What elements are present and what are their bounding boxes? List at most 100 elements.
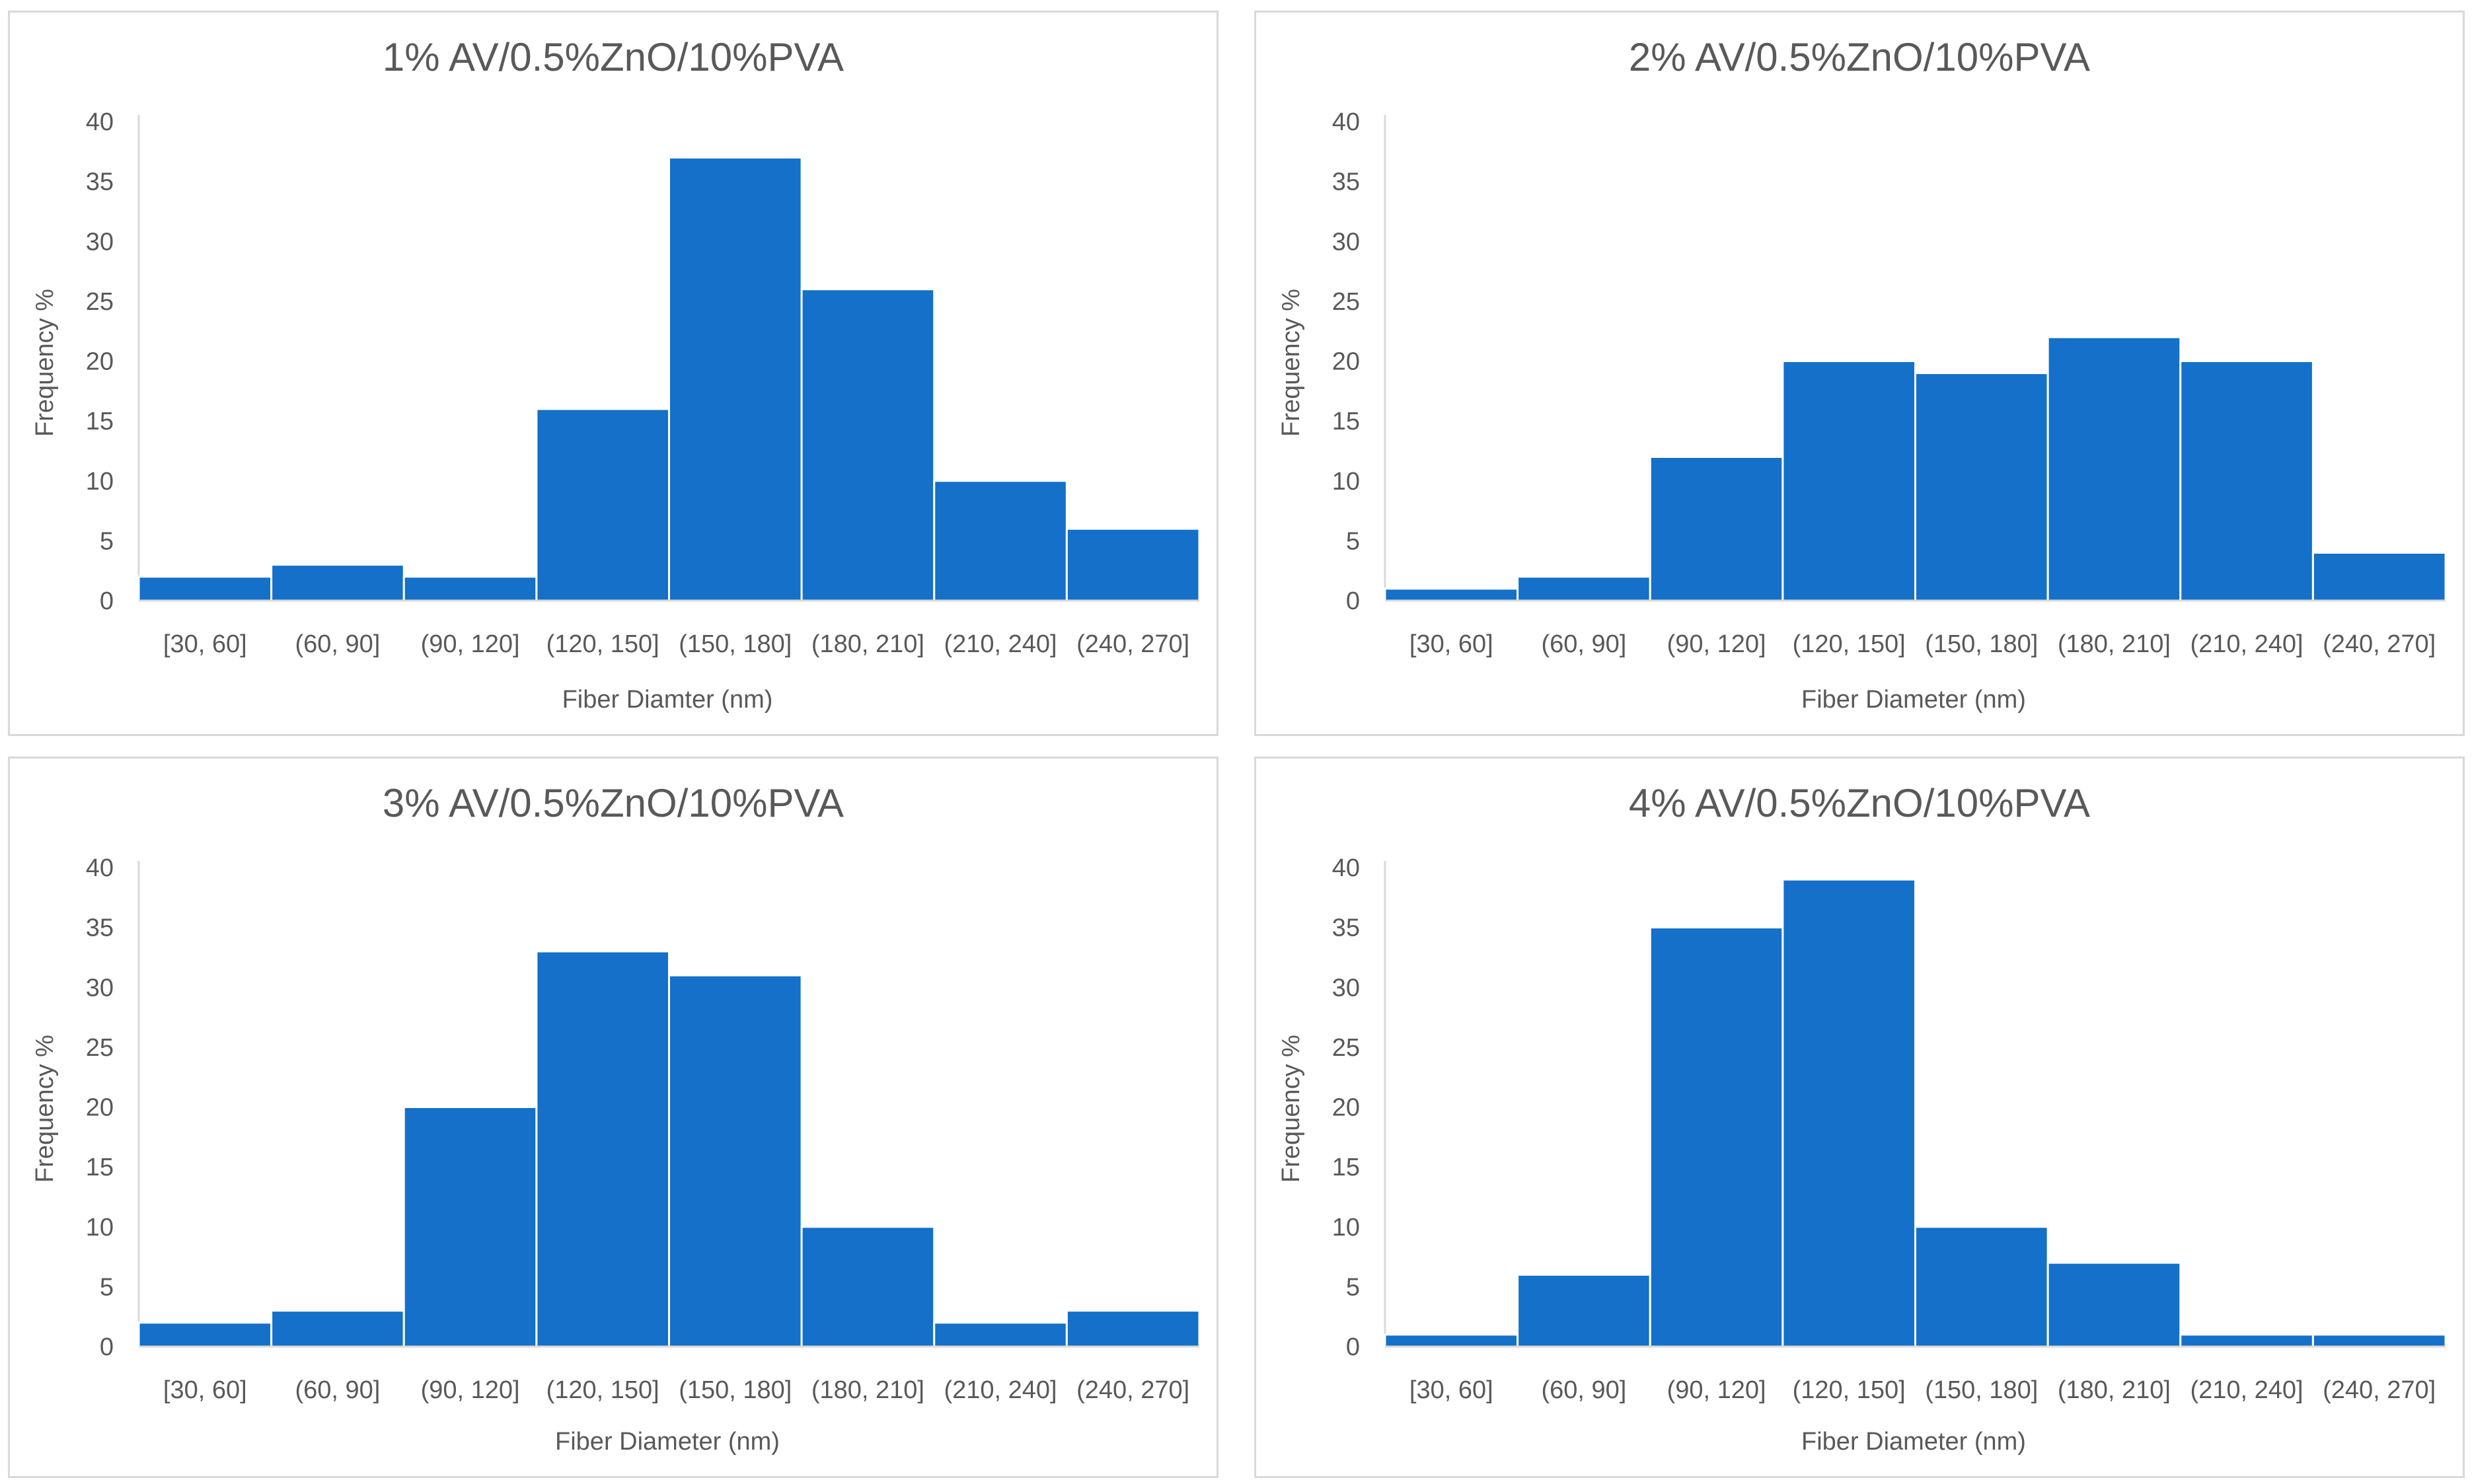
chart-title: 4% AV/0.5%ZnO/10%PVA <box>1629 781 2090 825</box>
y-tick-label: 20 <box>1332 348 1360 376</box>
histogram-bar <box>1517 1273 1651 1348</box>
x-category-label: (240, 270] <box>2323 1376 2436 1404</box>
histogram-bar <box>668 156 803 602</box>
x-axis-title: Fiber Diameter (nm) <box>1801 686 2026 714</box>
histogram-bar <box>402 575 538 602</box>
histogram-bar <box>1384 587 1519 602</box>
y-tick-label: 30 <box>1332 228 1360 256</box>
y-tick-label: 40 <box>86 108 114 136</box>
y-tick-label: 15 <box>1332 408 1360 435</box>
histogram-bar <box>402 1106 538 1348</box>
y-tick-label: 25 <box>86 288 114 316</box>
histogram-bar <box>1065 527 1201 602</box>
x-category-label: [30, 60] <box>163 630 247 658</box>
y-tick-label: 25 <box>1332 1034 1360 1062</box>
y-axis-title: Frequency % <box>31 1035 59 1183</box>
y-tick-label: 40 <box>1332 854 1360 882</box>
histogram-chart-3pct-av: 3% AV/0.5%ZnO/10%PVA 0 5 10 15 20 25 30 35 40 [30… <box>31 781 1201 1456</box>
x-category-label: (90, 120] <box>421 630 520 658</box>
histogram-bar <box>535 408 670 602</box>
chart-title: 1% AV/0.5%ZnO/10%PVA <box>383 35 844 79</box>
y-tick-label: 35 <box>86 914 114 942</box>
y-axis-title: Frequency % <box>1277 289 1305 437</box>
histogram-bar <box>1914 1226 2049 1348</box>
histogram-bar <box>1384 1333 1519 1348</box>
histogram-panel-3pct-av: 3% AV/0.5%ZnO/10%PVA 0 5 10 15 20 25 30 35 40 [30… <box>8 757 1218 1478</box>
y-tick-label: 20 <box>86 1094 114 1122</box>
y-tick-label: 15 <box>86 408 114 435</box>
x-category-label: (180, 210] <box>2058 630 2171 658</box>
x-category-label: [30, 60] <box>1409 630 1493 658</box>
histogram-bar <box>2179 1333 2314 1348</box>
y-tick-label: 5 <box>1346 527 1360 555</box>
x-category-label: (150, 180] <box>679 1376 792 1404</box>
y-tick-label: 40 <box>1332 108 1360 136</box>
histogram-panel-1pct-av: 1% AV/0.5%ZnO/10%PVA 0 5 10 15 20 25 30 35 40 [30… <box>8 11 1218 736</box>
y-tick-label: 15 <box>1332 1154 1360 1181</box>
y-tick-label: 10 <box>1332 468 1360 496</box>
x-category-label: (120, 150] <box>1793 1376 1906 1404</box>
y-tick-label: 30 <box>1332 974 1360 1002</box>
x-category-label: (60, 90] <box>295 1376 381 1404</box>
histogram-bar <box>2311 1333 2447 1348</box>
y-tick-label: 5 <box>100 527 114 555</box>
x-axis-title: Fiber Diamter (nm) <box>562 686 773 714</box>
y-tick-label: 35 <box>1332 914 1360 942</box>
y-tick-label: 0 <box>100 1333 114 1361</box>
x-category-label: (60, 90] <box>295 630 381 658</box>
histogram-bar <box>1649 926 1784 1348</box>
histogram-bar <box>535 950 670 1348</box>
histogram-bar <box>1781 360 1916 602</box>
x-axis-title: Fiber Diameter (nm) <box>1801 1428 2026 1456</box>
y-tick-label: 35 <box>1332 168 1360 196</box>
histogram-bar <box>800 288 936 602</box>
histogram-bar <box>270 564 405 602</box>
x-category-label: (240, 270] <box>1076 1376 1189 1404</box>
y-tick-label: 5 <box>100 1273 114 1301</box>
y-tick-label: 20 <box>1332 1094 1360 1122</box>
y-tick-label: 25 <box>86 1034 114 1062</box>
x-category-label: (180, 210] <box>2058 1376 2171 1404</box>
y-tick-label: 10 <box>1332 1214 1360 1242</box>
histogram-bar <box>1781 878 1916 1348</box>
x-category-label: (120, 150] <box>546 1376 659 1404</box>
histogram-chart-4pct-av: 4% AV/0.5%ZnO/10%PVA 0 5 10 15 20 25 30 35 40 [30… <box>1277 781 2447 1456</box>
y-tick-label: 25 <box>1332 288 1360 316</box>
histogram-bar <box>2311 552 2447 602</box>
x-category-label: (90, 120] <box>1667 1376 1766 1404</box>
histogram-bar <box>800 1226 936 1348</box>
y-tick-label: 0 <box>1346 587 1360 615</box>
x-axis-title: Fiber Diameter (nm) <box>555 1428 780 1456</box>
x-category-label: (240, 270] <box>1076 630 1189 658</box>
histogram-chart-2pct-av: 2% AV/0.5%ZnO/10%PVA 0 5 10 15 20 25 30 35 40 [30… <box>1277 35 2447 714</box>
histogram-bar <box>1649 456 1784 602</box>
x-category-label: (180, 210] <box>811 630 924 658</box>
x-category-label: (210, 240] <box>944 630 1057 658</box>
histogram-bar <box>2046 1261 2182 1348</box>
x-category-label: (90, 120] <box>421 1376 520 1404</box>
histogram-bar <box>1065 1310 1201 1348</box>
y-axis-title: Frequency % <box>31 289 59 437</box>
histogram-bar <box>1914 372 2049 602</box>
y-tick-label: 30 <box>86 974 114 1002</box>
x-category-label: (60, 90] <box>1542 630 1627 658</box>
chart-title: 3% AV/0.5%ZnO/10%PVA <box>383 781 844 825</box>
x-category-label: (240, 270] <box>2323 630 2436 658</box>
x-category-label: [30, 60] <box>163 1376 247 1404</box>
y-tick-label: 10 <box>86 468 114 496</box>
histogram-bar <box>668 974 803 1348</box>
y-tick-label: 10 <box>86 1214 114 1242</box>
x-category-label: (150, 180] <box>1925 630 2038 658</box>
y-axis-title: Frequency % <box>1277 1035 1305 1183</box>
y-tick-label: 20 <box>86 348 114 376</box>
histogram-bar <box>1517 575 1651 602</box>
x-category-label: (120, 150] <box>1793 630 1906 658</box>
y-tick-label: 40 <box>86 854 114 882</box>
chart-title: 2% AV/0.5%ZnO/10%PVA <box>1629 35 2090 79</box>
x-category-label: (180, 210] <box>811 1376 924 1404</box>
histogram-chart-1pct-av: 1% AV/0.5%ZnO/10%PVA 0 5 10 15 20 25 30 35 40 [30… <box>31 35 1201 714</box>
y-tick-label: 35 <box>86 168 114 196</box>
x-category-label: [30, 60] <box>1409 1376 1493 1404</box>
y-tick-label: 0 <box>100 587 114 615</box>
x-category-label: (150, 180] <box>1925 1376 2038 1404</box>
